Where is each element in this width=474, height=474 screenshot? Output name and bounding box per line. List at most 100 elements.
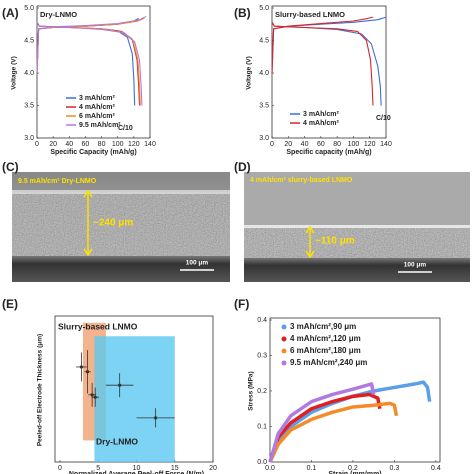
chart-title: Dry-LNMO xyxy=(40,10,77,19)
legend-label: 4 mAh/cm²,120 μm xyxy=(290,334,361,343)
series-label: Dry-LNMO xyxy=(96,436,138,446)
legend-label: 9.5 mAh/cm² xyxy=(79,122,121,129)
point xyxy=(118,383,122,387)
data-line xyxy=(268,401,399,463)
image-caption: 4 mAh/cm² slurry-based LNMO xyxy=(250,177,353,184)
legend-swatch xyxy=(281,324,287,330)
y-tick-label: 4.0 xyxy=(24,70,34,77)
y-tick-label: 5.0 xyxy=(259,5,269,12)
scale-bar-label: 100 μm xyxy=(186,260,209,267)
x-tick-label: 120 xyxy=(128,141,140,148)
x-tick-label: 0 xyxy=(58,465,62,472)
x-tick-label: 10 xyxy=(133,465,141,472)
thickness-label: ~240 μm xyxy=(93,218,133,229)
point xyxy=(79,365,84,369)
point xyxy=(85,370,90,374)
x-tick-label: 80 xyxy=(333,141,341,148)
x-tick-label: 0 xyxy=(35,141,39,148)
chart-panel: (E) 0 5 10 15 20 Normalized Average Peel-off F… xyxy=(2,297,217,474)
x-tick-label: 0.2 xyxy=(348,465,358,472)
y-tick-label: 4.5 xyxy=(259,37,269,44)
x-tick-label: 40 xyxy=(301,141,309,148)
region xyxy=(94,336,175,462)
chart-panel: (A) Dry-LNMO 0 20 40 60 80 100 120 140 3.0 3.5 4.0 4.… xyxy=(2,5,156,156)
legend-label: 4 mAh/cm² xyxy=(303,120,339,127)
x-axis-label: Specific capacity (mAh/g) xyxy=(286,149,371,156)
scale-bar-label: 100 μm xyxy=(404,262,427,269)
data-line xyxy=(36,22,143,106)
x-tick-label: 20 xyxy=(49,141,57,148)
x-tick-label: 100 xyxy=(112,141,124,148)
panel-label: (A) xyxy=(2,6,19,20)
x-tick-label: 5 xyxy=(96,465,100,472)
y-axis-label: Voltage (V) xyxy=(246,56,253,89)
x-tick-label: 40 xyxy=(65,141,73,148)
data-line xyxy=(36,15,147,74)
x-tick-label: 20 xyxy=(209,465,217,472)
legend-label: 9.5 mAh/cm²,240 μm xyxy=(290,358,367,367)
x-tick-label: 20 xyxy=(284,141,292,148)
panel-label: (F) xyxy=(234,297,249,311)
y-tick-label: 3.5 xyxy=(259,102,269,109)
y-tick-label: 0.2 xyxy=(257,388,267,395)
data-line xyxy=(268,392,382,463)
x-axis-label: Strain (mm/mm) xyxy=(328,471,381,474)
y-tick-label: 3.0 xyxy=(24,135,34,142)
point xyxy=(90,393,94,397)
x-axis-label: Specific Capacity (mAh/g) xyxy=(50,149,136,156)
panel-label: (E) xyxy=(2,297,18,311)
y-axis-label: Voltage (V) xyxy=(11,56,18,89)
x-tick-label: 0.0 xyxy=(265,465,275,472)
y-tick-label: 5.0 xyxy=(24,5,34,12)
x-tick-label: 60 xyxy=(82,141,90,148)
x-tick-label: 80 xyxy=(98,141,106,148)
plot-frame xyxy=(269,317,441,463)
legend-label: 4 mAh/cm² xyxy=(79,104,115,111)
data-line xyxy=(36,22,136,106)
y-tick-label: 4.0 xyxy=(259,70,269,77)
x-tick-label: 0.1 xyxy=(307,465,317,472)
panel-label: (D) xyxy=(234,160,251,174)
y-axis-label: Stress (MPa) xyxy=(248,371,255,410)
point xyxy=(93,395,97,399)
data-line xyxy=(271,22,374,106)
x-tick-label: 140 xyxy=(380,141,392,148)
panel-label: (B) xyxy=(234,6,251,20)
data-line xyxy=(271,16,387,74)
y-tick-label: 3.0 xyxy=(259,135,269,142)
y-tick-label: 4.5 xyxy=(24,37,34,44)
y-tick-label: 0.3 xyxy=(257,352,267,359)
data-line xyxy=(271,22,382,106)
legend-label: 6 mAh/cm²,180 μm xyxy=(290,346,361,355)
x-axis-label: Normalized Average Peel-off Force (N/m) xyxy=(69,471,204,474)
x-tick-label: 0 xyxy=(270,141,274,148)
y-axis-label: Peeled-off Electrode Thickness (μm) xyxy=(37,334,44,446)
point xyxy=(154,416,158,420)
legend-label: 3 mAh/cm²,90 μm xyxy=(290,322,356,331)
data-line xyxy=(268,382,376,463)
legend-swatch xyxy=(281,348,287,354)
y-tick-label: 0.0 xyxy=(257,459,267,466)
chart-panel: (B) Slurry-based LNMO 0 20 40 60 80 100 120 140 3.… xyxy=(234,5,392,156)
sem-image-c xyxy=(12,172,230,282)
panel-label: (C) xyxy=(2,160,19,174)
chart-panel: (F) 0.0 0.1 0.2 0.3 0.4 0.0 0.1 0.2 0.3 0.4 Strain … xyxy=(234,297,441,474)
legend-label: 3 mAh/cm² xyxy=(303,111,339,118)
legend-label: 6 mAh/cm² xyxy=(79,113,115,120)
legend-label: 3 mAh/cm² xyxy=(79,95,115,102)
series-label: Slurry-based LNMO xyxy=(58,321,138,331)
thickness-label: ~110 μm xyxy=(315,236,355,247)
x-tick-label: 0.4 xyxy=(431,465,441,472)
x-tick-label: 0.3 xyxy=(390,465,400,472)
x-tick-label: 100 xyxy=(348,141,360,148)
sem-image-d xyxy=(244,172,470,282)
legend-swatch xyxy=(281,360,287,366)
x-tick-label: 140 xyxy=(144,141,156,148)
y-tick-label: 3.5 xyxy=(24,102,34,109)
y-tick-label: 0.4 xyxy=(257,317,267,324)
image-caption: 9.5 mAh/cm² Dry-LNMO xyxy=(18,178,97,185)
x-tick-label: 15 xyxy=(171,465,179,472)
x-tick-label: 60 xyxy=(317,141,325,148)
x-tick-label: 120 xyxy=(364,141,376,148)
